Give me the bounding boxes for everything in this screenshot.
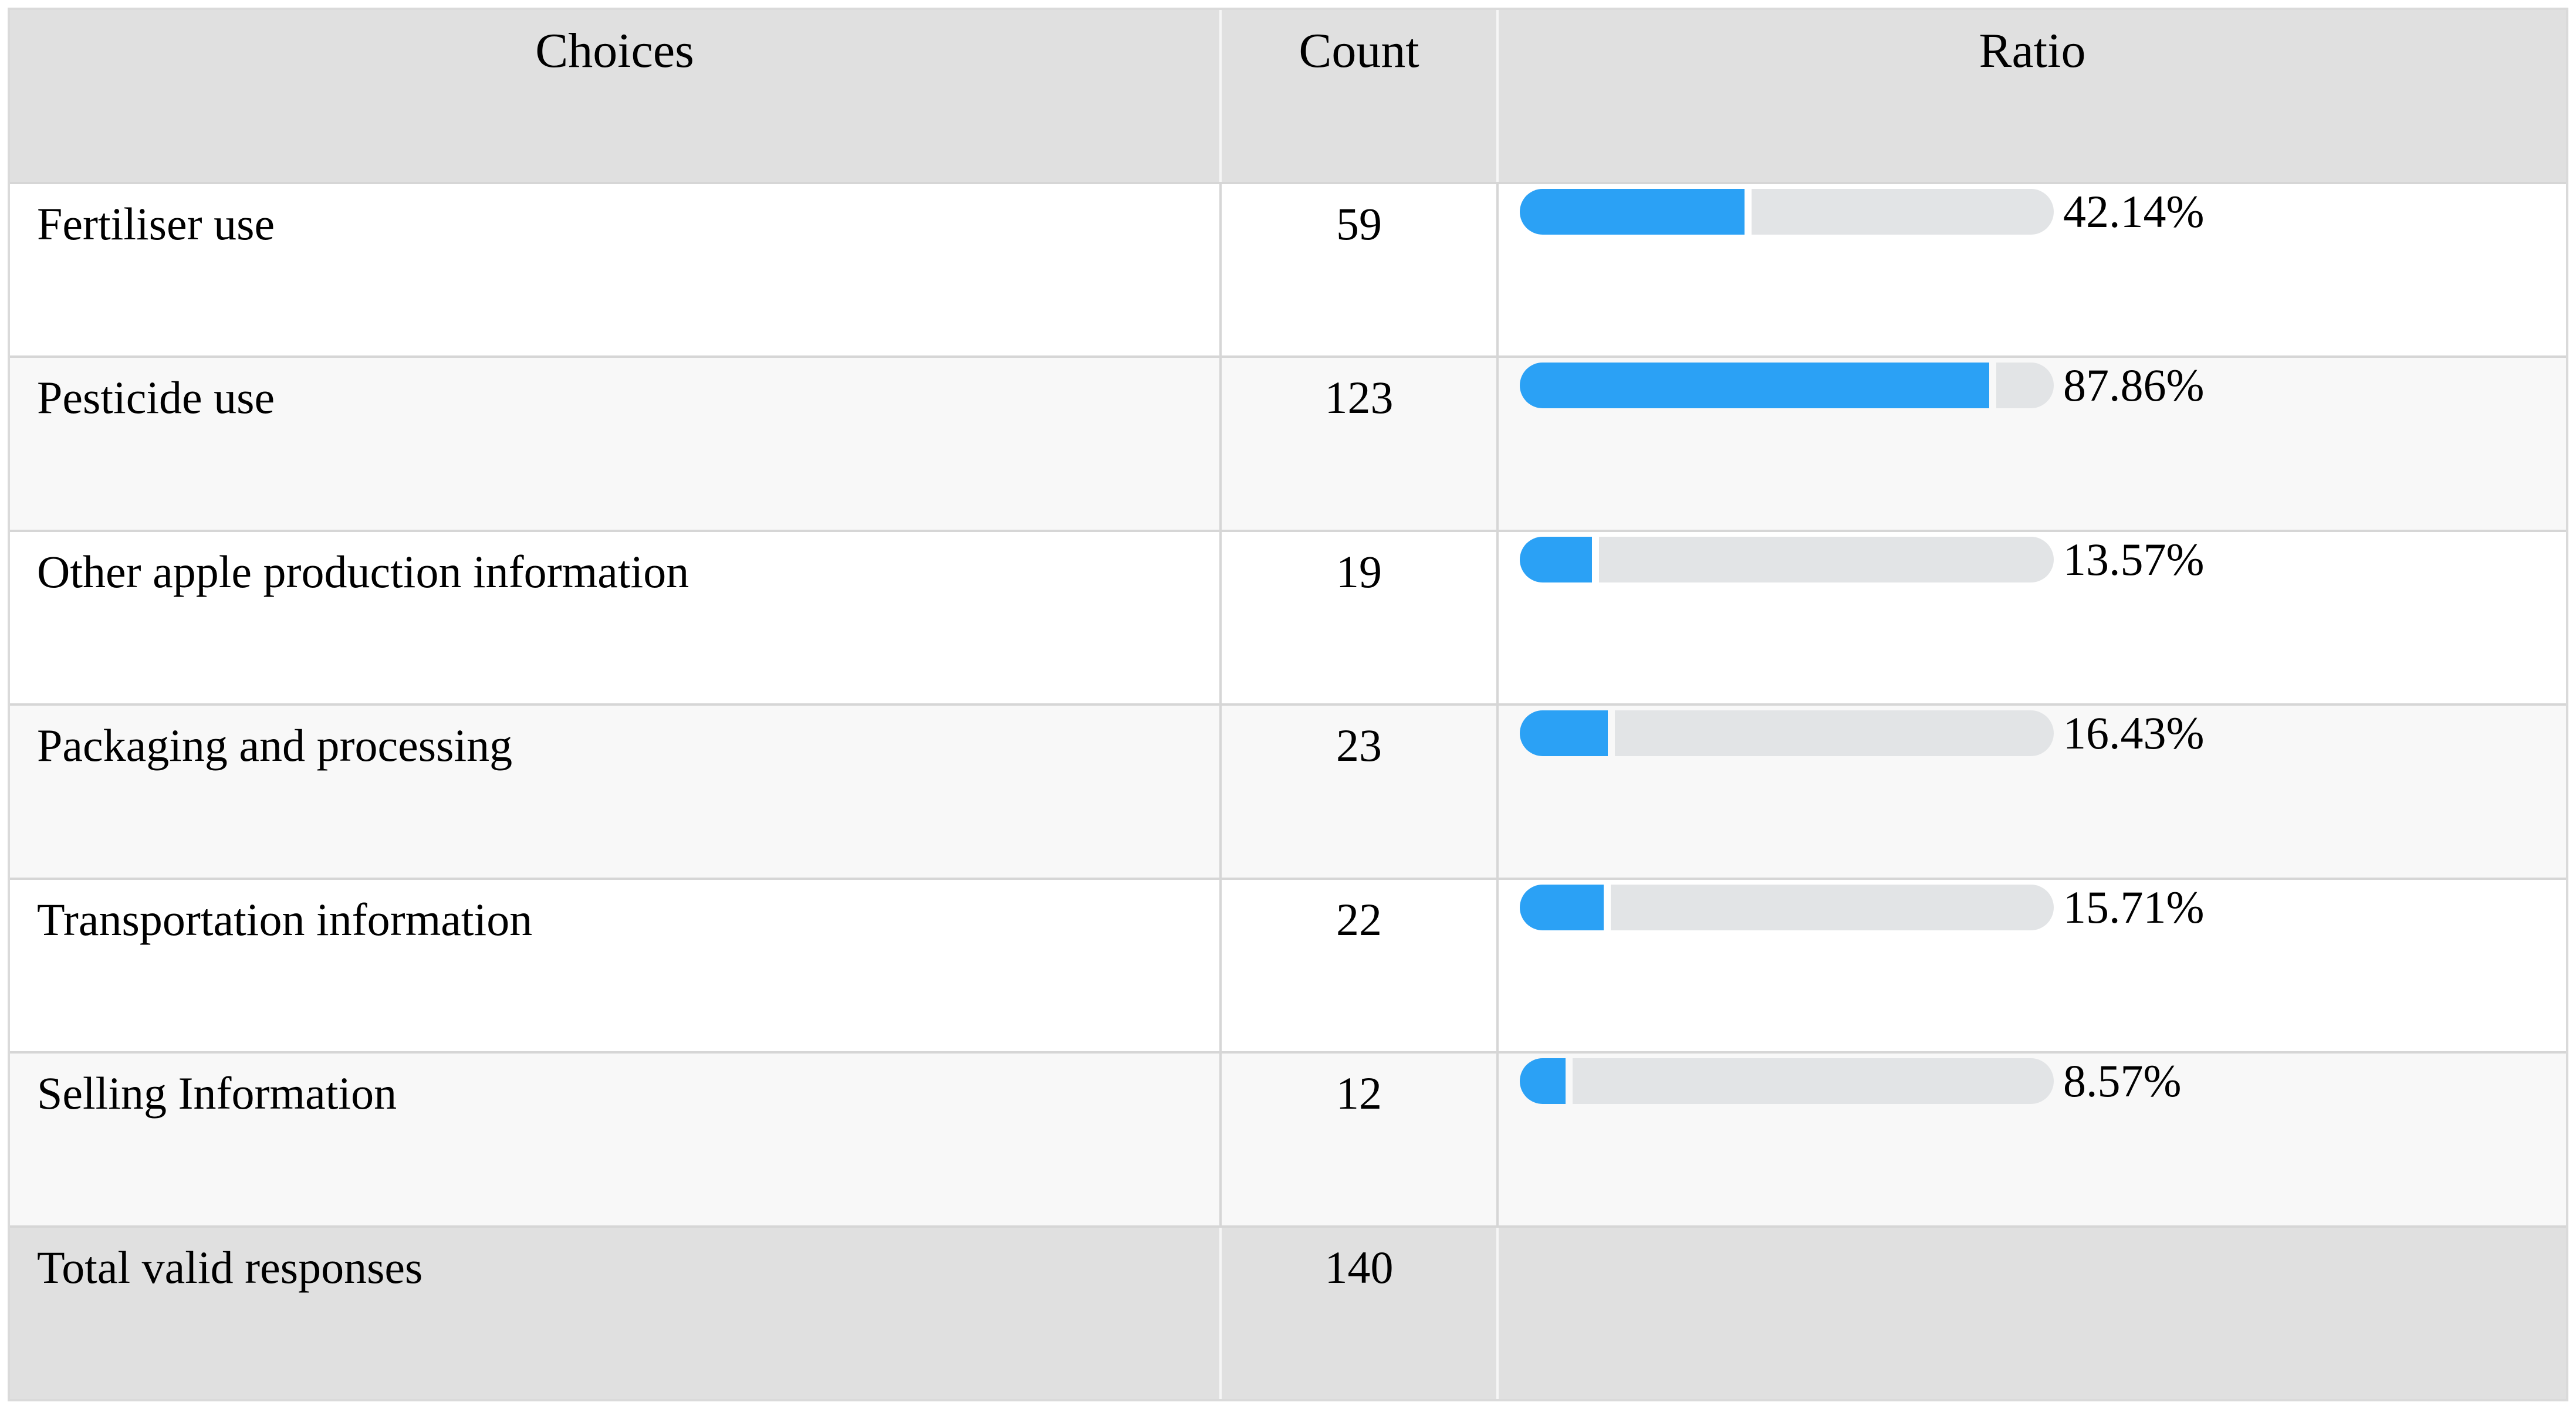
progress-bar-fill	[1520, 884, 1604, 930]
table-row: Pesticide use 123 87.86%	[10, 355, 2566, 530]
count-value: 123	[1219, 358, 1496, 530]
count-value: 23	[1219, 706, 1496, 878]
progress-bar-fill	[1520, 710, 1608, 756]
count-value: 59	[1219, 184, 1496, 355]
choice-label: Pesticide use	[37, 372, 275, 423]
progress-bar-fill	[1520, 363, 1989, 408]
ratio-cell: 87.86%	[1496, 358, 2566, 530]
choice-label: Other apple production information	[37, 546, 689, 597]
progress-bar-track	[1615, 710, 2054, 756]
progress-bar-track	[1599, 536, 2054, 582]
table-row: Packaging and processing 23 16.43%	[10, 703, 2566, 878]
progress-bar-fill	[1520, 188, 1745, 235]
progress-bar-fill	[1520, 536, 1592, 582]
ratio-percentage-label: 16.43%	[2063, 707, 2205, 758]
table-row: Other apple production information 19 13…	[10, 529, 2566, 703]
ratio-percentage-label: 13.57%	[2063, 533, 2205, 585]
ratio-cell: 42.14%	[1496, 184, 2566, 355]
choice-label: Selling Information	[37, 1068, 397, 1119]
total-ratio-empty	[1496, 1227, 2566, 1399]
progress-bar-track	[1573, 1058, 2054, 1104]
ratio-bar: 16.43%	[1520, 710, 2566, 756]
progress-bar	[1520, 188, 2054, 235]
progress-bar	[1520, 536, 2054, 582]
progress-bar-fill	[1520, 1058, 1566, 1104]
choice-label: Packaging and processing	[37, 720, 513, 771]
ratio-cell: 8.57%	[1496, 1054, 2566, 1225]
ratio-bar: 87.86%	[1520, 363, 2566, 408]
table-total-row: Total valid responses 140	[10, 1225, 2566, 1399]
choice-label: Transportation information	[37, 893, 533, 945]
table-row: Fertiliser use 59 42.14%	[10, 181, 2566, 355]
progress-bar-track	[1611, 884, 2054, 930]
table-row: Transportation information 22 15.71%	[10, 877, 2566, 1051]
progress-bar-track	[1996, 363, 2054, 408]
count-value: 22	[1219, 879, 1496, 1051]
ratio-cell: 15.71%	[1496, 879, 2566, 1051]
ratio-percentage-label: 87.86%	[2063, 360, 2205, 411]
table-row: Selling Information 12 8.57%	[10, 1051, 2566, 1225]
column-header-choices: Choices	[535, 23, 694, 78]
total-count: 140	[1219, 1227, 1496, 1399]
progress-bar	[1520, 710, 2054, 756]
progress-bar	[1520, 1058, 2054, 1104]
ratio-bar: 8.57%	[1520, 1058, 2566, 1104]
ratio-percentage-label: 8.57%	[2063, 1055, 2182, 1106]
survey-results-table: Choices Count Ratio Fertiliser use 59 42…	[8, 8, 2568, 1401]
column-header-ratio: Ratio	[1496, 10, 2566, 182]
ratio-percentage-label: 15.71%	[2063, 881, 2205, 933]
ratio-cell: 13.57%	[1496, 531, 2566, 703]
progress-bar	[1520, 884, 2054, 930]
ratio-percentage-label: 42.14%	[2063, 185, 2205, 237]
table-header-row: Choices Count Ratio	[10, 10, 2566, 182]
ratio-cell: 16.43%	[1496, 706, 2566, 878]
column-header-count: Count	[1219, 10, 1496, 182]
ratio-bar: 42.14%	[1520, 185, 2566, 237]
choice-label: Fertiliser use	[37, 198, 275, 249]
progress-bar	[1520, 363, 2054, 408]
count-value: 19	[1219, 531, 1496, 703]
total-label: Total valid responses	[37, 1241, 423, 1293]
ratio-bar: 13.57%	[1520, 533, 2566, 585]
count-value: 12	[1219, 1054, 1496, 1225]
ratio-bar: 15.71%	[1520, 881, 2566, 933]
progress-bar-track	[1752, 188, 2054, 235]
